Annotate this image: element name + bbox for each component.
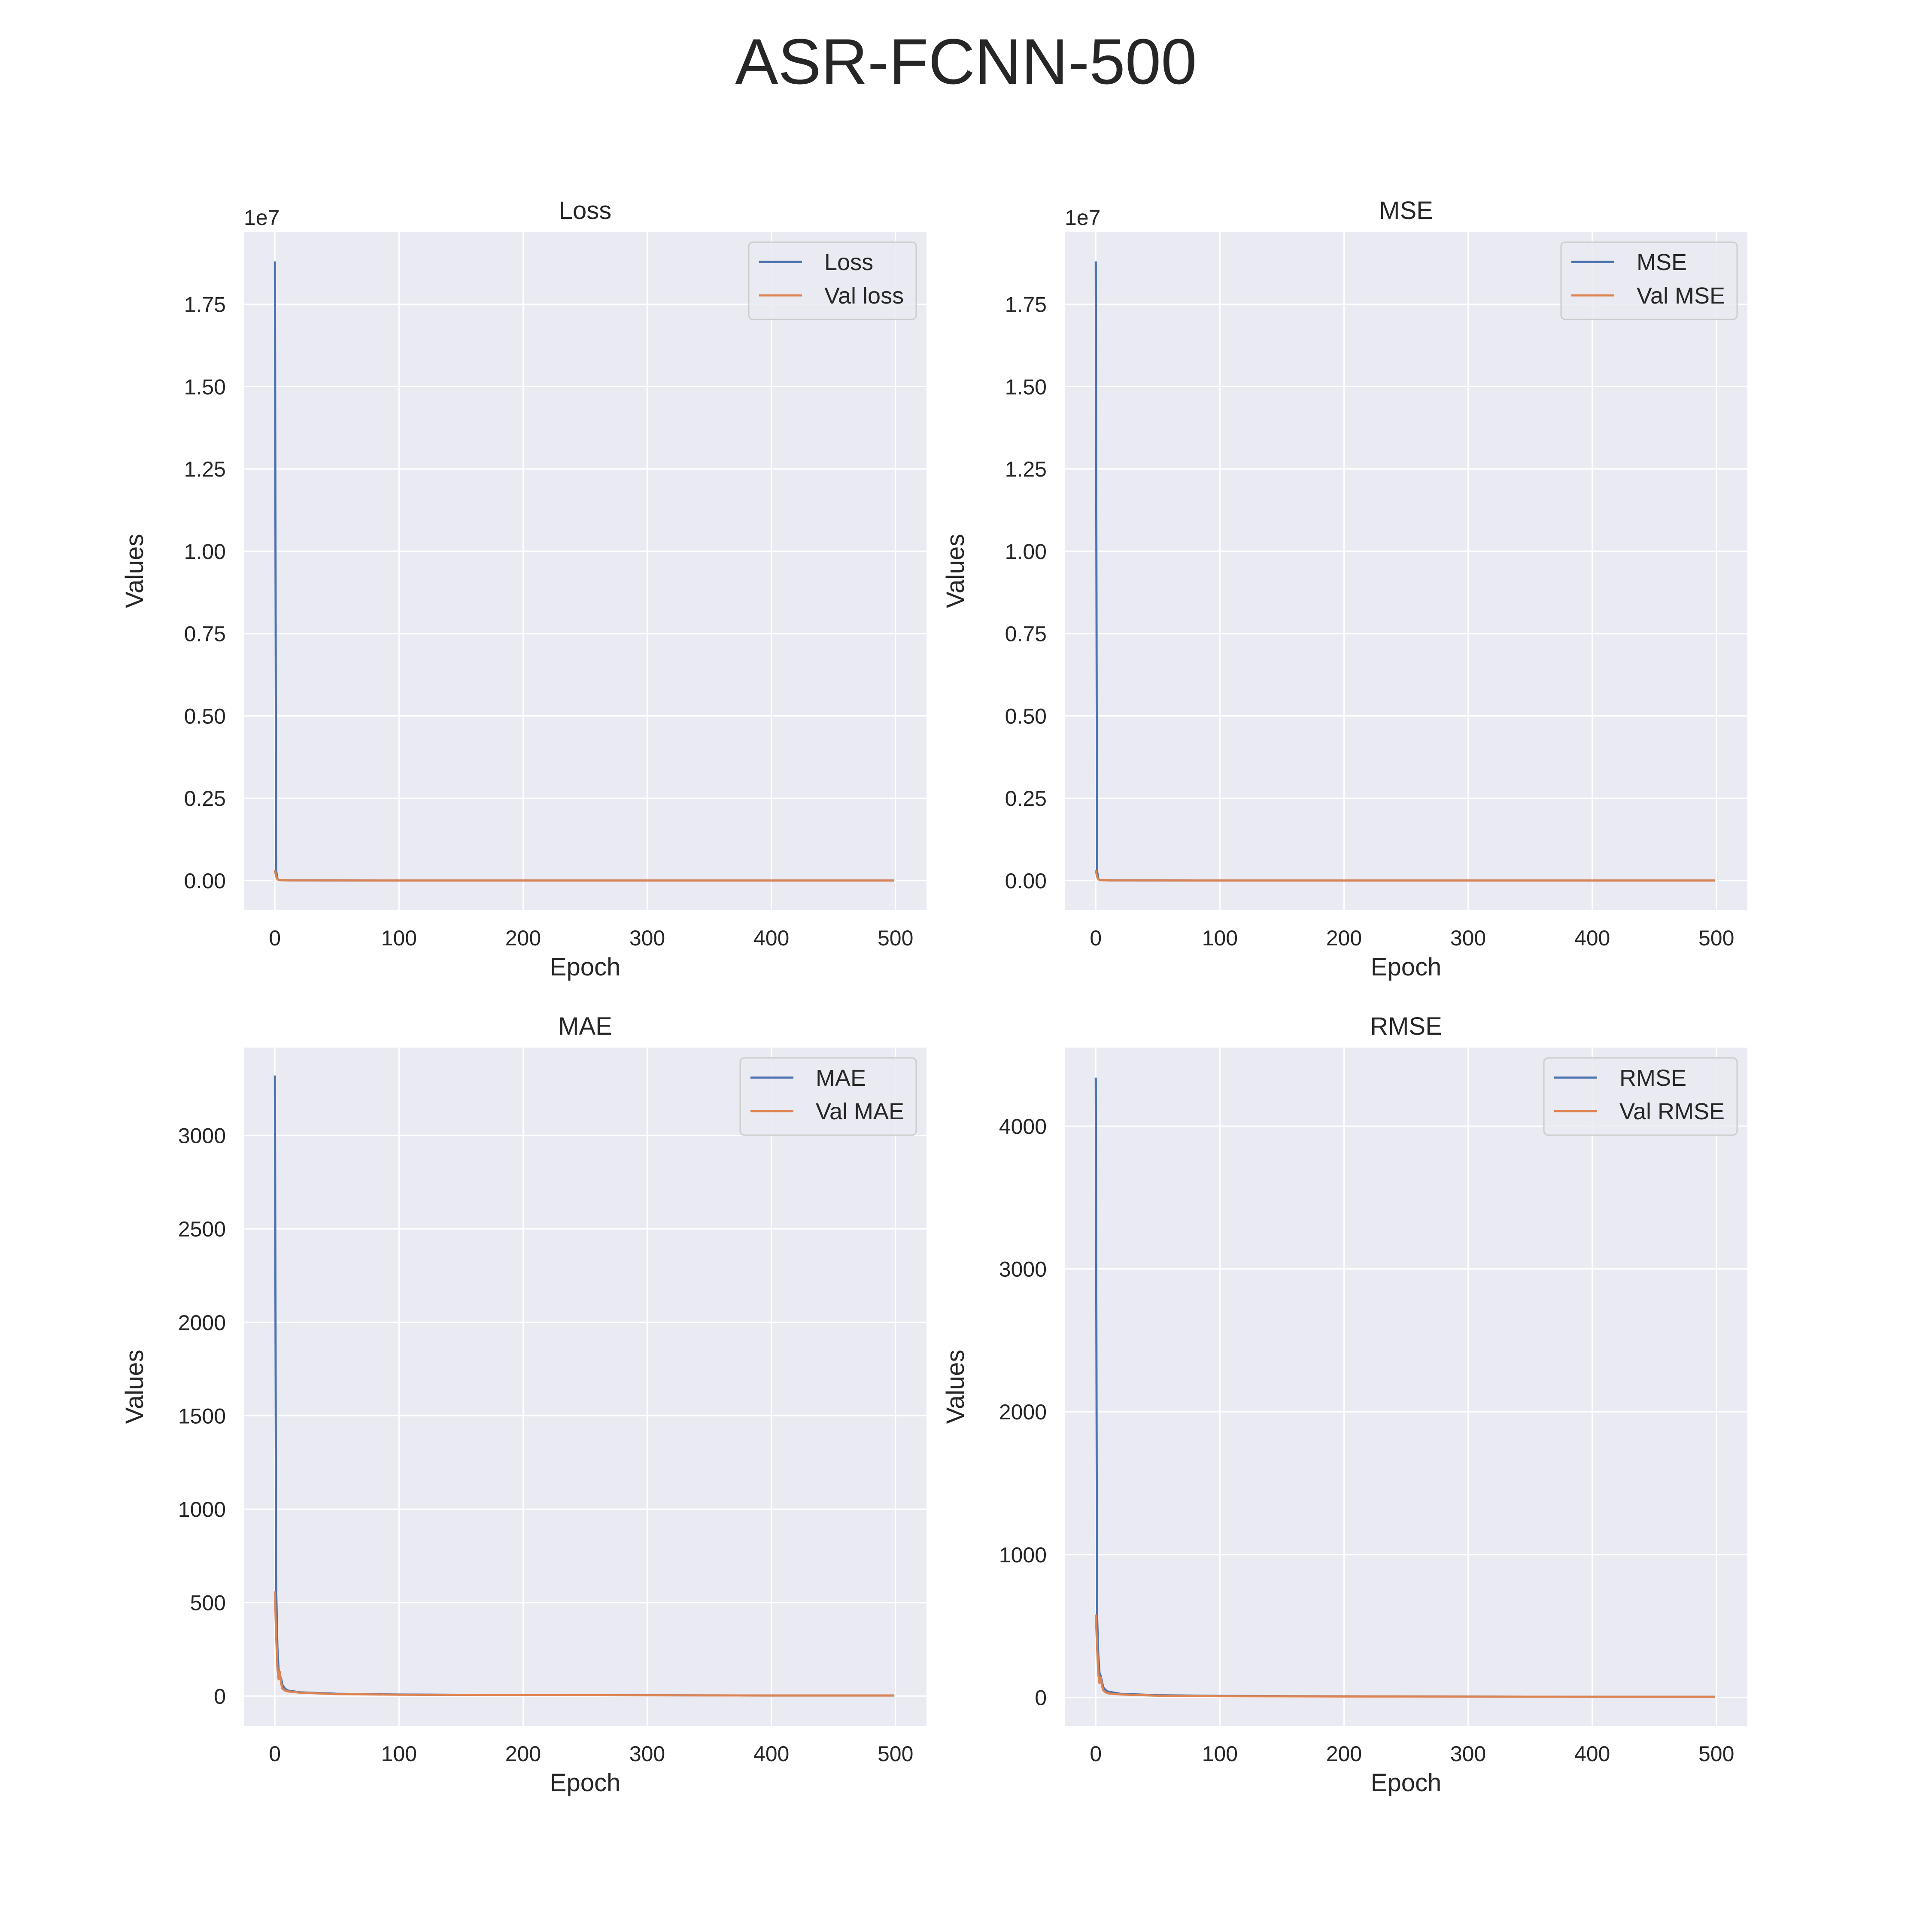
y-tick-label: 0.50 bbox=[1005, 704, 1047, 728]
y-tick-label: 500 bbox=[190, 1591, 226, 1615]
legend-label: MAE bbox=[816, 1065, 866, 1091]
x-tick-label: 300 bbox=[1450, 1742, 1486, 1766]
x-tick-label: 500 bbox=[1698, 926, 1734, 950]
axis-offset-label: 1e7 bbox=[244, 206, 279, 230]
legend-label: Val MAE bbox=[816, 1099, 904, 1124]
plot-area bbox=[1065, 1048, 1747, 1726]
y-tick-label: 0.50 bbox=[184, 704, 226, 728]
x-tick-label: 0 bbox=[1090, 926, 1102, 950]
y-tick-label: 1500 bbox=[178, 1404, 226, 1428]
y-tick-label: 0.25 bbox=[1005, 787, 1047, 811]
chart-panel-4: 0 100 200 300 400 500 0 1000 2000 3000 4000 RMSE Epo… bbox=[942, 1012, 1747, 1797]
y-tick-label: 0 bbox=[214, 1684, 226, 1708]
y-tick-label: 1.75 bbox=[184, 293, 226, 317]
plot-area bbox=[244, 1048, 927, 1726]
panel-title: RMSE bbox=[1370, 1012, 1442, 1040]
y-tick-label: 1000 bbox=[999, 1543, 1047, 1567]
legend-label: Loss bbox=[824, 249, 873, 275]
x-tick-label: 500 bbox=[878, 1742, 913, 1766]
x-axis-label: Epoch bbox=[1371, 1769, 1441, 1797]
y-tick-label: 0.00 bbox=[1005, 869, 1047, 893]
series-line-val bbox=[1094, 1614, 1715, 1698]
x-tick-label: 500 bbox=[1698, 1742, 1734, 1766]
legend-label: MSE bbox=[1637, 249, 1687, 275]
y-axis-label: Values bbox=[942, 534, 969, 608]
y-tick-label: 0.75 bbox=[184, 622, 226, 646]
y-tick-label: 2000 bbox=[999, 1400, 1047, 1424]
legend-label: Val RMSE bbox=[1619, 1099, 1725, 1124]
x-tick-label: 200 bbox=[505, 1742, 541, 1766]
y-tick-label: 1.25 bbox=[1005, 457, 1047, 481]
legend: Loss Val loss bbox=[748, 241, 917, 320]
y-tick-label: 3000 bbox=[178, 1124, 226, 1148]
x-tick-label: 200 bbox=[1326, 1742, 1362, 1766]
legend: MSE Val MSE bbox=[1560, 241, 1738, 320]
x-tick-label: 400 bbox=[1574, 926, 1610, 950]
panel-title: MSE bbox=[1379, 197, 1433, 225]
y-tick-label: 1000 bbox=[178, 1498, 226, 1522]
x-tick-label: 300 bbox=[629, 1742, 665, 1766]
series-line-val bbox=[1094, 869, 1715, 882]
y-tick-label: 0.75 bbox=[1005, 622, 1047, 646]
chart-panel-3: 0 100 200 300 400 500 0 500 1000 1500 2000 2500 3000… bbox=[121, 1012, 927, 1797]
figure-title: ASR-FCNN-500 bbox=[735, 25, 1197, 97]
legend-label: Val loss bbox=[824, 283, 904, 309]
x-tick-label: 200 bbox=[505, 926, 541, 950]
y-tick-label: 0.25 bbox=[184, 787, 226, 811]
legend: RMSE Val RMSE bbox=[1543, 1057, 1738, 1136]
y-axis-label: Values bbox=[121, 1349, 149, 1424]
panel-title: Loss bbox=[559, 197, 612, 225]
y-tick-label: 2000 bbox=[178, 1311, 226, 1335]
plot-area bbox=[244, 232, 927, 910]
y-tick-label: 0 bbox=[1035, 1686, 1047, 1710]
y-axis-label: Values bbox=[121, 534, 149, 608]
x-tick-label: 100 bbox=[1202, 1742, 1238, 1766]
y-tick-label: 2500 bbox=[178, 1217, 226, 1241]
x-tick-label: 400 bbox=[753, 1742, 789, 1766]
x-tick-label: 500 bbox=[878, 926, 913, 950]
x-axis-label: Epoch bbox=[1371, 953, 1441, 981]
chart-panel-2: 0 100 200 300 400 500 0.00 0.25 0.50 0.75 1.00 1.25… bbox=[942, 197, 1747, 981]
y-tick-label: 3000 bbox=[999, 1258, 1047, 1282]
x-tick-label: 100 bbox=[1202, 926, 1238, 950]
series-line-val bbox=[273, 1591, 894, 1697]
x-tick-label: 400 bbox=[753, 926, 789, 950]
y-tick-label: 1.50 bbox=[184, 375, 226, 399]
x-axis-label: Epoch bbox=[550, 953, 620, 981]
y-tick-label: 1.00 bbox=[184, 540, 226, 564]
y-axis-label: Values bbox=[942, 1349, 969, 1424]
y-tick-label: 1.50 bbox=[1005, 375, 1047, 399]
x-tick-label: 0 bbox=[269, 926, 281, 950]
axis-offset-label: 1e7 bbox=[1065, 206, 1100, 230]
legend-label: Val MSE bbox=[1637, 283, 1725, 309]
y-tick-label: 4000 bbox=[999, 1115, 1047, 1139]
y-tick-label: 0.00 bbox=[184, 869, 226, 893]
x-tick-label: 300 bbox=[629, 926, 665, 950]
x-tick-label: 100 bbox=[381, 926, 417, 950]
x-tick-label: 400 bbox=[1574, 1742, 1610, 1766]
legend-label: RMSE bbox=[1619, 1065, 1686, 1091]
y-tick-label: 1.75 bbox=[1005, 293, 1047, 317]
legend: MAE Val MAE bbox=[739, 1057, 917, 1136]
plot-area bbox=[1065, 232, 1747, 910]
x-tick-label: 0 bbox=[269, 1742, 281, 1766]
series-line-val bbox=[273, 869, 894, 882]
y-tick-label: 1.25 bbox=[184, 457, 226, 481]
chart-panel-1: 0 100 200 300 400 500 0.00 0.25 0.50 0.75 1.00 1.25… bbox=[121, 197, 927, 981]
panel-title: MAE bbox=[558, 1012, 612, 1040]
x-tick-label: 200 bbox=[1326, 926, 1362, 950]
x-tick-label: 0 bbox=[1090, 1742, 1102, 1766]
x-tick-label: 100 bbox=[381, 1742, 417, 1766]
y-tick-label: 1.00 bbox=[1005, 540, 1047, 564]
x-axis-label: Epoch bbox=[550, 1769, 620, 1797]
x-tick-label: 300 bbox=[1450, 926, 1486, 950]
